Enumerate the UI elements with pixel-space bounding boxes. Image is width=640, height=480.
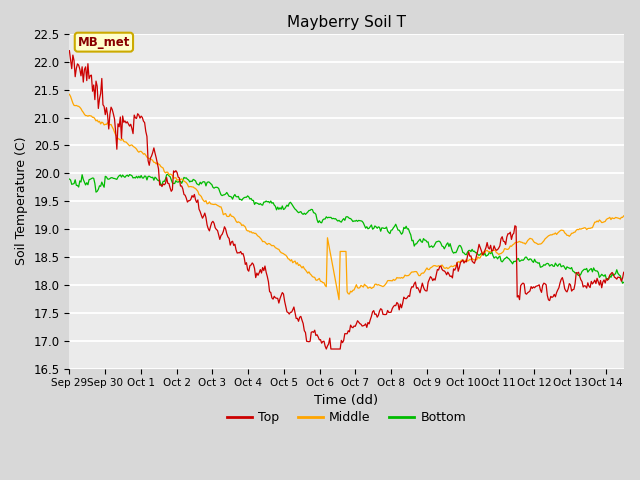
Text: MB_met: MB_met [77,36,130,48]
Legend: Top, Middle, Bottom: Top, Middle, Bottom [221,406,471,429]
X-axis label: Time (dd): Time (dd) [314,394,379,407]
Y-axis label: Soil Temperature (C): Soil Temperature (C) [15,137,28,265]
Title: Mayberry Soil T: Mayberry Soil T [287,15,406,30]
